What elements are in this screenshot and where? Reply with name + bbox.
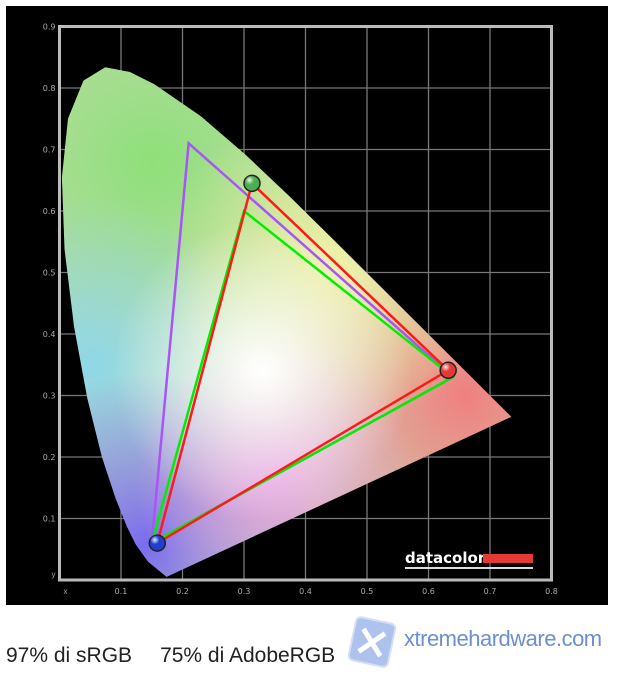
tick-labels: 0.1 0.2 0.3 0.4 0.5 0.6 0.7 0.8 0.1 0.2 0.3 0.4 0.5 0… [43,23,558,597]
chromaticity-chart: 0.1 0.2 0.3 0.4 0.5 0.6 0.7 0.8 0.1 0.2 0.3 0.4 0.5 0… [6,6,608,605]
x-tick-label: 0.7 [484,587,497,596]
datacolor-logo-bar [483,554,533,563]
datacolor-logo-text: datacolor [405,549,486,567]
chart-svg: 0.1 0.2 0.3 0.4 0.5 0.6 0.7 0.8 0.1 0.2 0.3 0.4 0.5 0… [43,23,558,597]
watermark: xtremehardware.com [340,612,602,672]
x-axis-label: x [64,587,68,596]
y-tick-label: 0.7 [43,146,56,155]
gamut-triangle [149,208,456,546]
x-tick-label: 0.2 [176,587,189,596]
datacolor-logo-underline [405,567,533,569]
plot-frame [58,25,553,582]
y-tick-label: 0.6 [43,207,56,216]
y-tick-label: 0.1 [43,515,56,524]
x-tick-label: 0.6 [422,587,435,596]
x-tick-label: 0.4 [299,587,312,596]
datacolor-logo: datacolor [405,549,533,569]
y-tick-label: 0.2 [43,453,56,462]
caption: 97% di sRGB 75% di AdobeRGB [6,644,363,668]
primary-marker-highlight [243,175,260,192]
y-tick-label: 0.4 [43,330,56,339]
y-tick-label: 0.5 [43,269,56,278]
x-tick-label: 0.3 [238,587,251,596]
x-tick-label: 0.1 [115,587,128,596]
gamut-triangle [155,180,451,546]
primary-marker-highlight [149,535,166,552]
gamut-triangles [148,140,457,552]
x-tick-label: 0.8 [545,587,558,596]
watermark-text: xtremehardware.com [404,626,602,651]
y-tick-label: 0.3 [43,392,56,401]
srgb-coverage: 97% di sRGB [6,644,133,667]
y-tick-label: 0.9 [43,23,56,32]
adobergb-coverage: 75% di AdobeRGB [160,644,336,667]
x-tick-label: 0.5 [361,587,374,596]
primary-marker-highlight [440,362,457,379]
watermark-x-logo-icon [347,616,397,668]
y-tick-label: 0.8 [43,84,56,93]
y-axis-label: y [52,570,56,579]
